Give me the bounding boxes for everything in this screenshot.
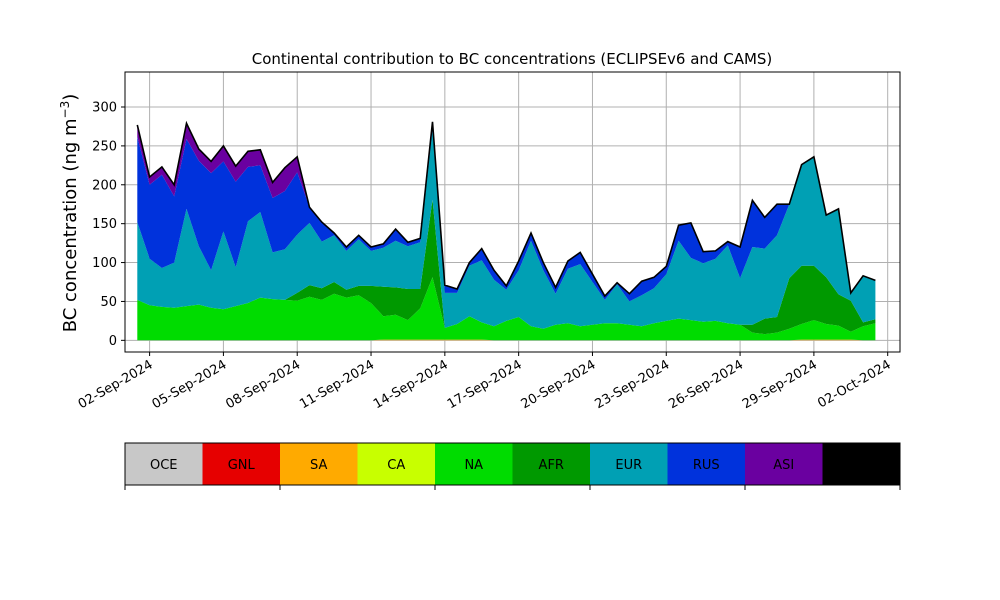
legend-swatch-na bbox=[435, 443, 513, 485]
plot-frame bbox=[124, 71, 901, 353]
legend-label-sa: SA bbox=[310, 458, 327, 473]
area-series bbox=[137, 121, 876, 341]
area-na bbox=[137, 277, 876, 341]
total-line-group bbox=[136, 120, 876, 298]
y-axis-label: BC concentration (ng m−3) bbox=[58, 94, 81, 333]
legend: OCE GNL SA CA NA AFR EUR RUS ASI AUS bbox=[124, 442, 901, 490]
legend-label-oce: OCE bbox=[150, 458, 178, 473]
y-axis-label-main: BC concentration (ng m bbox=[60, 118, 81, 332]
legend-swatch-eur bbox=[590, 443, 668, 485]
legend-swatch-sa bbox=[280, 443, 358, 485]
legend-label-aus: AUS bbox=[848, 458, 875, 473]
legend-swatch-asi bbox=[745, 443, 823, 485]
legend-label-gnl: GNL bbox=[228, 458, 256, 473]
x-tick-label: 17-Sep-2024 bbox=[445, 357, 525, 412]
y-tick-label: 50 bbox=[100, 295, 117, 310]
total-line bbox=[136, 120, 876, 298]
legend-label-eur: EUR bbox=[615, 458, 642, 473]
y-tick-label: 150 bbox=[92, 217, 117, 232]
x-tick-label: 02-Oct-2024 bbox=[815, 357, 893, 411]
y-tick-label: 200 bbox=[92, 178, 117, 193]
y-axis-ticks: 0 50 100 150 200 250 300 bbox=[92, 101, 125, 349]
area-eur bbox=[137, 129, 876, 329]
chart-title: Continental contribution to BC concentra… bbox=[252, 50, 773, 68]
x-tick-label: 08-Sep-2024 bbox=[223, 357, 303, 412]
legend-swatch-aus bbox=[822, 443, 901, 485]
legend-swatch-gnl bbox=[202, 443, 281, 485]
x-tick-label: 23-Sep-2024 bbox=[592, 357, 672, 412]
legend-label-afr: AFR bbox=[539, 458, 564, 473]
area-rus bbox=[137, 121, 876, 302]
legend-frame bbox=[124, 442, 901, 486]
x-tick-label: 11-Sep-2024 bbox=[297, 357, 377, 412]
area-sa bbox=[137, 339, 876, 341]
y-tick-label: 250 bbox=[92, 139, 117, 154]
legend-swatch-ca bbox=[357, 443, 436, 485]
y-tick-label: 300 bbox=[92, 101, 117, 116]
legend-label-na: NA bbox=[464, 458, 483, 473]
x-tick-label: 05-Sep-2024 bbox=[150, 357, 230, 412]
x-tick-label: 29-Sep-2024 bbox=[740, 357, 820, 412]
x-axis-ticks: 02-Sep-202405-Sep-202408-Sep-202411-Sep-… bbox=[76, 352, 894, 412]
legend-label-rus: RUS bbox=[693, 458, 720, 473]
y-tick-label: 0 bbox=[109, 334, 117, 349]
x-tick-label: 26-Sep-2024 bbox=[666, 357, 746, 412]
x-tick-label: 20-Sep-2024 bbox=[519, 357, 599, 412]
y-axis-label-close: ) bbox=[60, 94, 81, 101]
legend-swatch-afr bbox=[512, 443, 591, 485]
x-tick-label: 02-Sep-2024 bbox=[76, 357, 156, 412]
legend-label-asi: ASI bbox=[773, 458, 794, 473]
y-axis-label-sup: −3 bbox=[58, 101, 72, 119]
legend-label-ca: CA bbox=[387, 458, 405, 473]
legend-swatch-oce bbox=[125, 443, 203, 485]
legend-swatch-rus bbox=[667, 443, 746, 485]
area-afr bbox=[137, 199, 876, 335]
x-tick-label: 14-Sep-2024 bbox=[371, 357, 451, 412]
y-tick-label: 100 bbox=[92, 256, 117, 271]
